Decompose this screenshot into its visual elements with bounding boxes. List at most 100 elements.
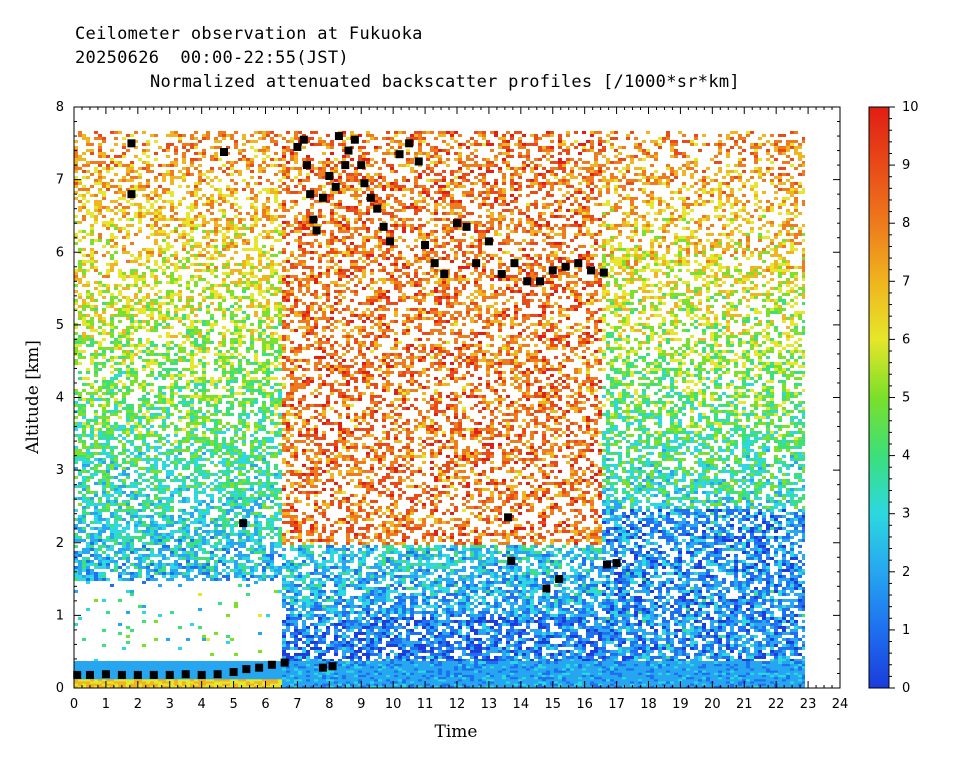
heatmap-cell xyxy=(202,154,206,158)
heatmap-cell xyxy=(558,277,562,281)
heatmap-cell xyxy=(518,286,522,290)
heatmap-cell xyxy=(542,238,546,242)
heatmap-cell xyxy=(478,190,482,194)
heatmap-cell xyxy=(570,172,574,176)
heatmap-cell xyxy=(138,229,142,233)
heatmap-cell xyxy=(422,131,426,134)
heatmap-cell xyxy=(326,259,330,263)
heatmap-cell xyxy=(134,271,138,275)
heatmap-cell xyxy=(526,205,530,209)
heatmap-cell xyxy=(146,208,150,212)
heatmap-cell xyxy=(126,232,130,236)
heatmap-cell xyxy=(678,187,682,191)
heatmap-cell xyxy=(178,292,182,296)
heatmap-cell xyxy=(642,283,646,287)
heatmap-cell xyxy=(434,199,438,203)
heatmap-cell xyxy=(718,202,722,206)
heatmap-cell xyxy=(582,214,586,218)
heatmap-cell xyxy=(486,157,490,161)
heatmap-cell xyxy=(206,310,210,314)
heatmap-cell xyxy=(102,214,106,218)
heatmap-cell xyxy=(178,298,182,302)
heatmap-cell xyxy=(654,271,658,275)
heatmap-cell xyxy=(662,292,666,296)
heatmap-cell xyxy=(138,286,142,290)
heatmap-cell xyxy=(558,208,562,212)
heatmap-cell xyxy=(246,241,250,245)
heatmap-cell xyxy=(802,154,805,158)
heatmap-cell xyxy=(98,205,102,209)
heatmap-cell xyxy=(650,202,654,206)
heatmap-cell xyxy=(402,223,406,227)
heatmap-cell xyxy=(290,166,294,170)
heatmap-cell xyxy=(498,211,502,215)
heatmap-cell xyxy=(678,196,682,200)
heatmap-cell xyxy=(354,211,358,215)
heatmap-cell xyxy=(422,247,426,251)
heatmap-cell xyxy=(630,253,634,257)
heatmap-cell xyxy=(506,298,510,302)
heatmap-cell xyxy=(378,196,382,200)
heatmap-cell xyxy=(382,175,386,179)
heatmap-cell xyxy=(290,139,294,143)
heatmap-cell xyxy=(702,133,706,137)
heatmap-cell xyxy=(250,280,254,284)
heatmap-cell xyxy=(258,253,262,257)
heatmap-cell xyxy=(126,169,130,173)
heatmap-cell xyxy=(82,268,86,272)
heatmap-cell xyxy=(658,199,662,203)
heatmap-cell xyxy=(670,169,674,173)
heatmap-cell xyxy=(134,184,138,188)
heatmap-cell xyxy=(562,307,566,311)
heatmap-cell xyxy=(790,211,794,215)
heatmap-cell xyxy=(286,160,290,164)
heatmap-cell xyxy=(782,256,786,260)
heatmap-cell xyxy=(110,223,114,227)
heatmap-cell xyxy=(522,301,526,305)
heatmap-cell xyxy=(266,178,270,182)
heatmap-cell xyxy=(102,205,106,209)
heatmap-cell xyxy=(454,211,458,215)
heatmap-cell xyxy=(406,148,410,152)
heatmap-cell xyxy=(646,193,650,197)
heatmap-cell xyxy=(494,310,498,314)
heatmap-cell xyxy=(642,229,646,233)
heatmap-cell xyxy=(542,166,546,170)
heatmap-cell xyxy=(310,271,314,275)
heatmap-cell xyxy=(486,307,490,311)
heatmap-cell xyxy=(226,199,230,203)
heatmap-cell xyxy=(330,304,334,308)
heatmap-cell xyxy=(630,211,634,215)
heatmap-cell xyxy=(194,256,198,260)
heatmap-cell xyxy=(150,271,154,275)
heatmap-cell xyxy=(590,175,594,179)
heatmap-cell xyxy=(706,214,710,218)
heatmap-cell xyxy=(342,205,346,209)
heatmap-cell xyxy=(782,166,786,170)
heatmap-cell xyxy=(494,199,498,203)
heatmap-cell xyxy=(594,160,598,164)
heatmap-cell xyxy=(634,262,638,266)
heatmap-cell xyxy=(714,274,718,278)
heatmap-cell xyxy=(778,304,782,308)
heatmap-cell xyxy=(582,190,586,194)
heatmap-cell xyxy=(562,271,566,275)
heatmap-cell xyxy=(602,253,606,257)
heatmap-cell xyxy=(198,223,202,227)
heatmap-cell xyxy=(190,244,194,248)
heatmap-cell xyxy=(674,238,678,242)
heatmap-cell xyxy=(338,187,342,191)
heatmap-cell xyxy=(98,283,102,287)
heatmap-cell xyxy=(186,256,190,260)
heatmap-cell xyxy=(610,226,614,230)
heatmap-cell xyxy=(442,286,446,290)
heatmap-cell xyxy=(790,202,794,206)
heatmap-cell xyxy=(734,280,738,284)
heatmap-cell xyxy=(638,178,642,182)
heatmap-cell xyxy=(466,139,470,143)
heatmap-cell xyxy=(186,166,190,170)
heatmap-cell xyxy=(166,259,170,263)
heatmap-cell xyxy=(450,178,454,182)
heatmap-cell xyxy=(234,208,238,212)
heatmap-cell xyxy=(606,190,610,194)
